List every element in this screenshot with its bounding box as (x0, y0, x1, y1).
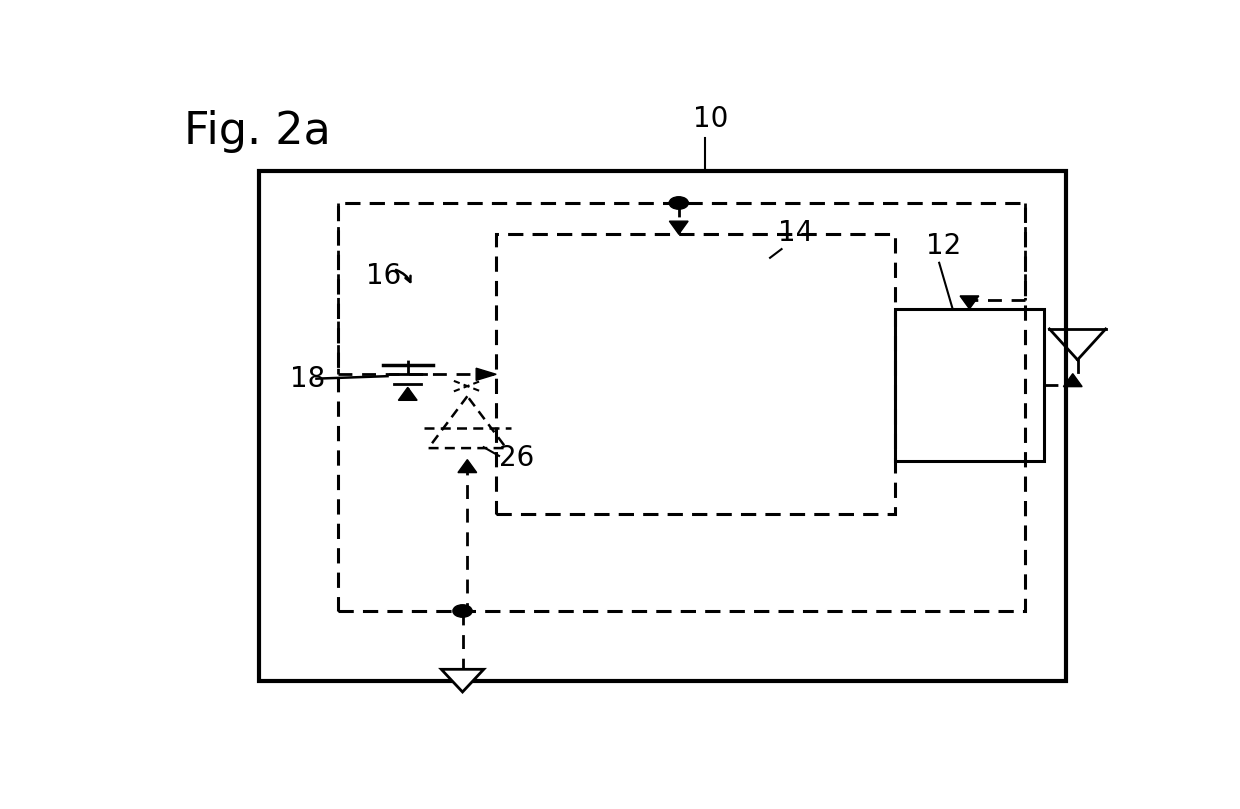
Bar (337, 203, 1024, 611)
Text: Fig. 2a: Fig. 2a (184, 110, 331, 153)
Polygon shape (960, 296, 978, 309)
Polygon shape (398, 388, 417, 400)
Text: 26: 26 (498, 444, 534, 472)
Circle shape (670, 197, 688, 210)
Polygon shape (1064, 374, 1083, 387)
Polygon shape (476, 368, 496, 380)
Circle shape (453, 605, 472, 617)
Polygon shape (670, 221, 688, 234)
Text: 12: 12 (926, 232, 961, 260)
Text: 18: 18 (290, 365, 325, 392)
Bar (259, 171, 1066, 681)
Polygon shape (458, 460, 476, 472)
Text: 16: 16 (367, 262, 402, 290)
Text: 14: 14 (777, 218, 813, 247)
Bar (496, 234, 895, 515)
Bar (895, 309, 1044, 461)
Text: 10: 10 (693, 105, 729, 133)
Polygon shape (441, 669, 484, 692)
